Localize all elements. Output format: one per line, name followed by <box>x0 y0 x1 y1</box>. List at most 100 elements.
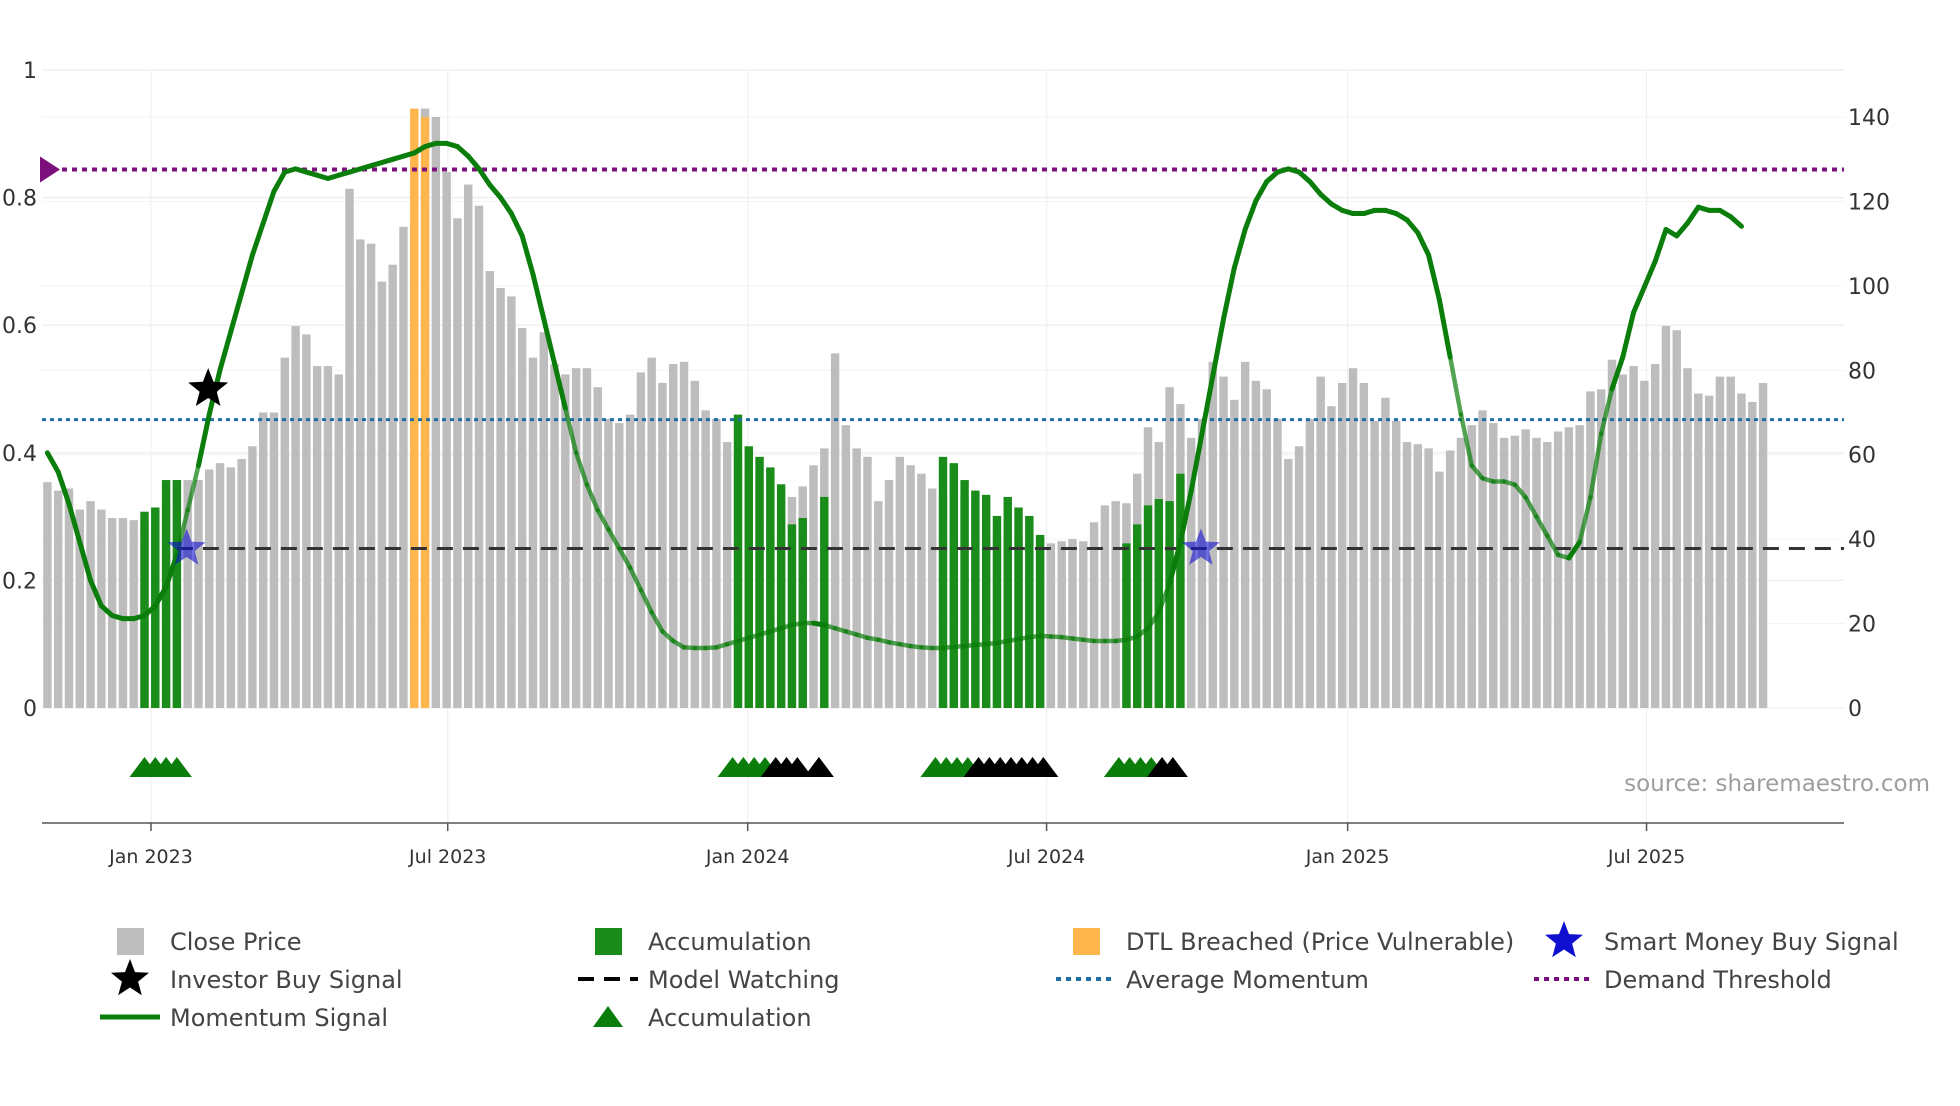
x-tick-label: Jul 2023 <box>408 846 486 868</box>
legend-label: Accumulation <box>648 928 812 956</box>
close-price-bar <box>1068 539 1077 708</box>
close-price-bar <box>485 271 495 708</box>
momentum-signal-segment <box>88 577 104 609</box>
left-tick-label: 1 <box>23 59 37 84</box>
close-price-bar <box>53 490 63 708</box>
momentum-signal-segment <box>152 584 169 609</box>
momentum-signal-segment <box>1426 252 1442 303</box>
close-price-bar <box>701 410 710 708</box>
left-tick-label: 0 <box>23 697 37 722</box>
close-price-bar <box>464 184 473 709</box>
close-price-bar <box>1316 376 1325 708</box>
close-price-bar <box>1683 368 1692 708</box>
close-price-bar <box>1629 366 1638 708</box>
close-price-bar <box>302 334 311 708</box>
momentum-signal-segment <box>66 501 83 545</box>
right-tick-label: 0 <box>1848 697 1862 722</box>
model-watching-marker <box>1028 757 1059 777</box>
close-price-bar <box>1607 359 1617 708</box>
close-price-bar <box>1435 471 1444 708</box>
close-price-bar <box>604 418 613 708</box>
momentum-signal-segment <box>1210 316 1227 379</box>
momentum-signal-segment <box>573 450 590 487</box>
close-price-bar <box>809 465 818 708</box>
momentum-signal-segment <box>1685 204 1701 226</box>
accumulation-bar <box>172 480 182 708</box>
close-price-bar <box>1348 368 1358 708</box>
close-price-bar <box>194 480 203 708</box>
close-price-bar <box>1186 437 1196 708</box>
momentum-signal-segment <box>1177 488 1194 545</box>
momentum-signal-segment <box>163 552 180 590</box>
close-price-bar <box>917 473 926 708</box>
close-price-bar <box>852 448 861 708</box>
close-price-bar <box>1521 429 1530 708</box>
right-tick-label: 100 <box>1848 275 1890 300</box>
momentum-signal-segment <box>1577 495 1593 545</box>
legend-triangle <box>593 1006 623 1027</box>
close-price-bar <box>1650 363 1660 708</box>
close-price-bar <box>442 171 451 709</box>
momentum-signal-segment <box>1620 309 1637 360</box>
momentum-signal-segment <box>1134 626 1151 639</box>
accumulation-bar <box>1122 543 1131 708</box>
close-price-bar <box>356 239 365 708</box>
close-price-bar <box>647 357 656 708</box>
momentum-signal-segment <box>649 610 665 634</box>
close-price-bar <box>1510 435 1520 708</box>
accumulation-bar <box>1165 501 1174 708</box>
legend-label: Momentum Signal <box>170 1004 388 1032</box>
close-price-bar <box>205 469 214 708</box>
close-price-bar <box>1240 361 1250 708</box>
close-price-bar <box>1079 541 1088 708</box>
close-price-bar <box>1046 543 1056 708</box>
legend-swatch <box>117 928 144 955</box>
close-price-bar <box>1305 418 1315 708</box>
close-price-bar <box>1748 401 1757 708</box>
close-price-bar <box>323 366 333 708</box>
close-price-bar <box>1251 380 1261 708</box>
gridlines <box>42 69 1844 823</box>
close-price-bar <box>582 368 592 708</box>
accumulation-bar <box>981 494 991 708</box>
momentum-signal-segment <box>1523 495 1539 519</box>
accumulation-bar <box>1176 473 1185 708</box>
close-price-bar <box>1445 450 1455 708</box>
close-price-bar <box>1467 425 1476 708</box>
close-price-bar <box>561 374 570 708</box>
momentum-signal-segment <box>1436 297 1453 360</box>
close-price-bar <box>1413 444 1422 708</box>
close-price-bar <box>571 368 581 708</box>
momentum-signal-segment <box>249 220 266 258</box>
momentum-signal-segment <box>1469 463 1485 481</box>
momentum-signal-segment <box>77 539 94 583</box>
accumulation-marker <box>161 757 192 777</box>
close-price-bar <box>129 520 138 708</box>
momentum-signal-segment <box>1221 265 1237 322</box>
close-price-bar <box>64 488 74 708</box>
close-price-bar <box>1456 437 1466 708</box>
legend-item: Investor Buy Signal <box>111 959 403 996</box>
momentum-signal-segment <box>1641 258 1658 290</box>
momentum-signal-segment <box>44 450 61 475</box>
marker-layer <box>129 368 1220 777</box>
accumulation-bar <box>1133 524 1142 708</box>
close-price-bar <box>636 372 646 708</box>
momentum-signal-segment <box>239 252 255 296</box>
momentum-signal-segment <box>1447 354 1464 417</box>
momentum-signal-segment <box>476 166 493 188</box>
close-price-bar <box>1370 420 1379 708</box>
close-price-bar <box>1111 501 1120 708</box>
close-price-bar <box>906 465 915 708</box>
momentum-signal-segment <box>552 360 568 411</box>
close-price-bar <box>615 423 624 708</box>
line-layer <box>40 140 1844 651</box>
accumulation-bar <box>1014 507 1023 708</box>
model-watching-marker <box>1157 757 1188 777</box>
close-price-bar <box>215 463 225 708</box>
close-price-bar <box>1553 431 1563 708</box>
close-price-bar <box>226 467 236 708</box>
accumulation-bar <box>1154 499 1164 708</box>
momentum-signal-segment <box>541 316 558 366</box>
